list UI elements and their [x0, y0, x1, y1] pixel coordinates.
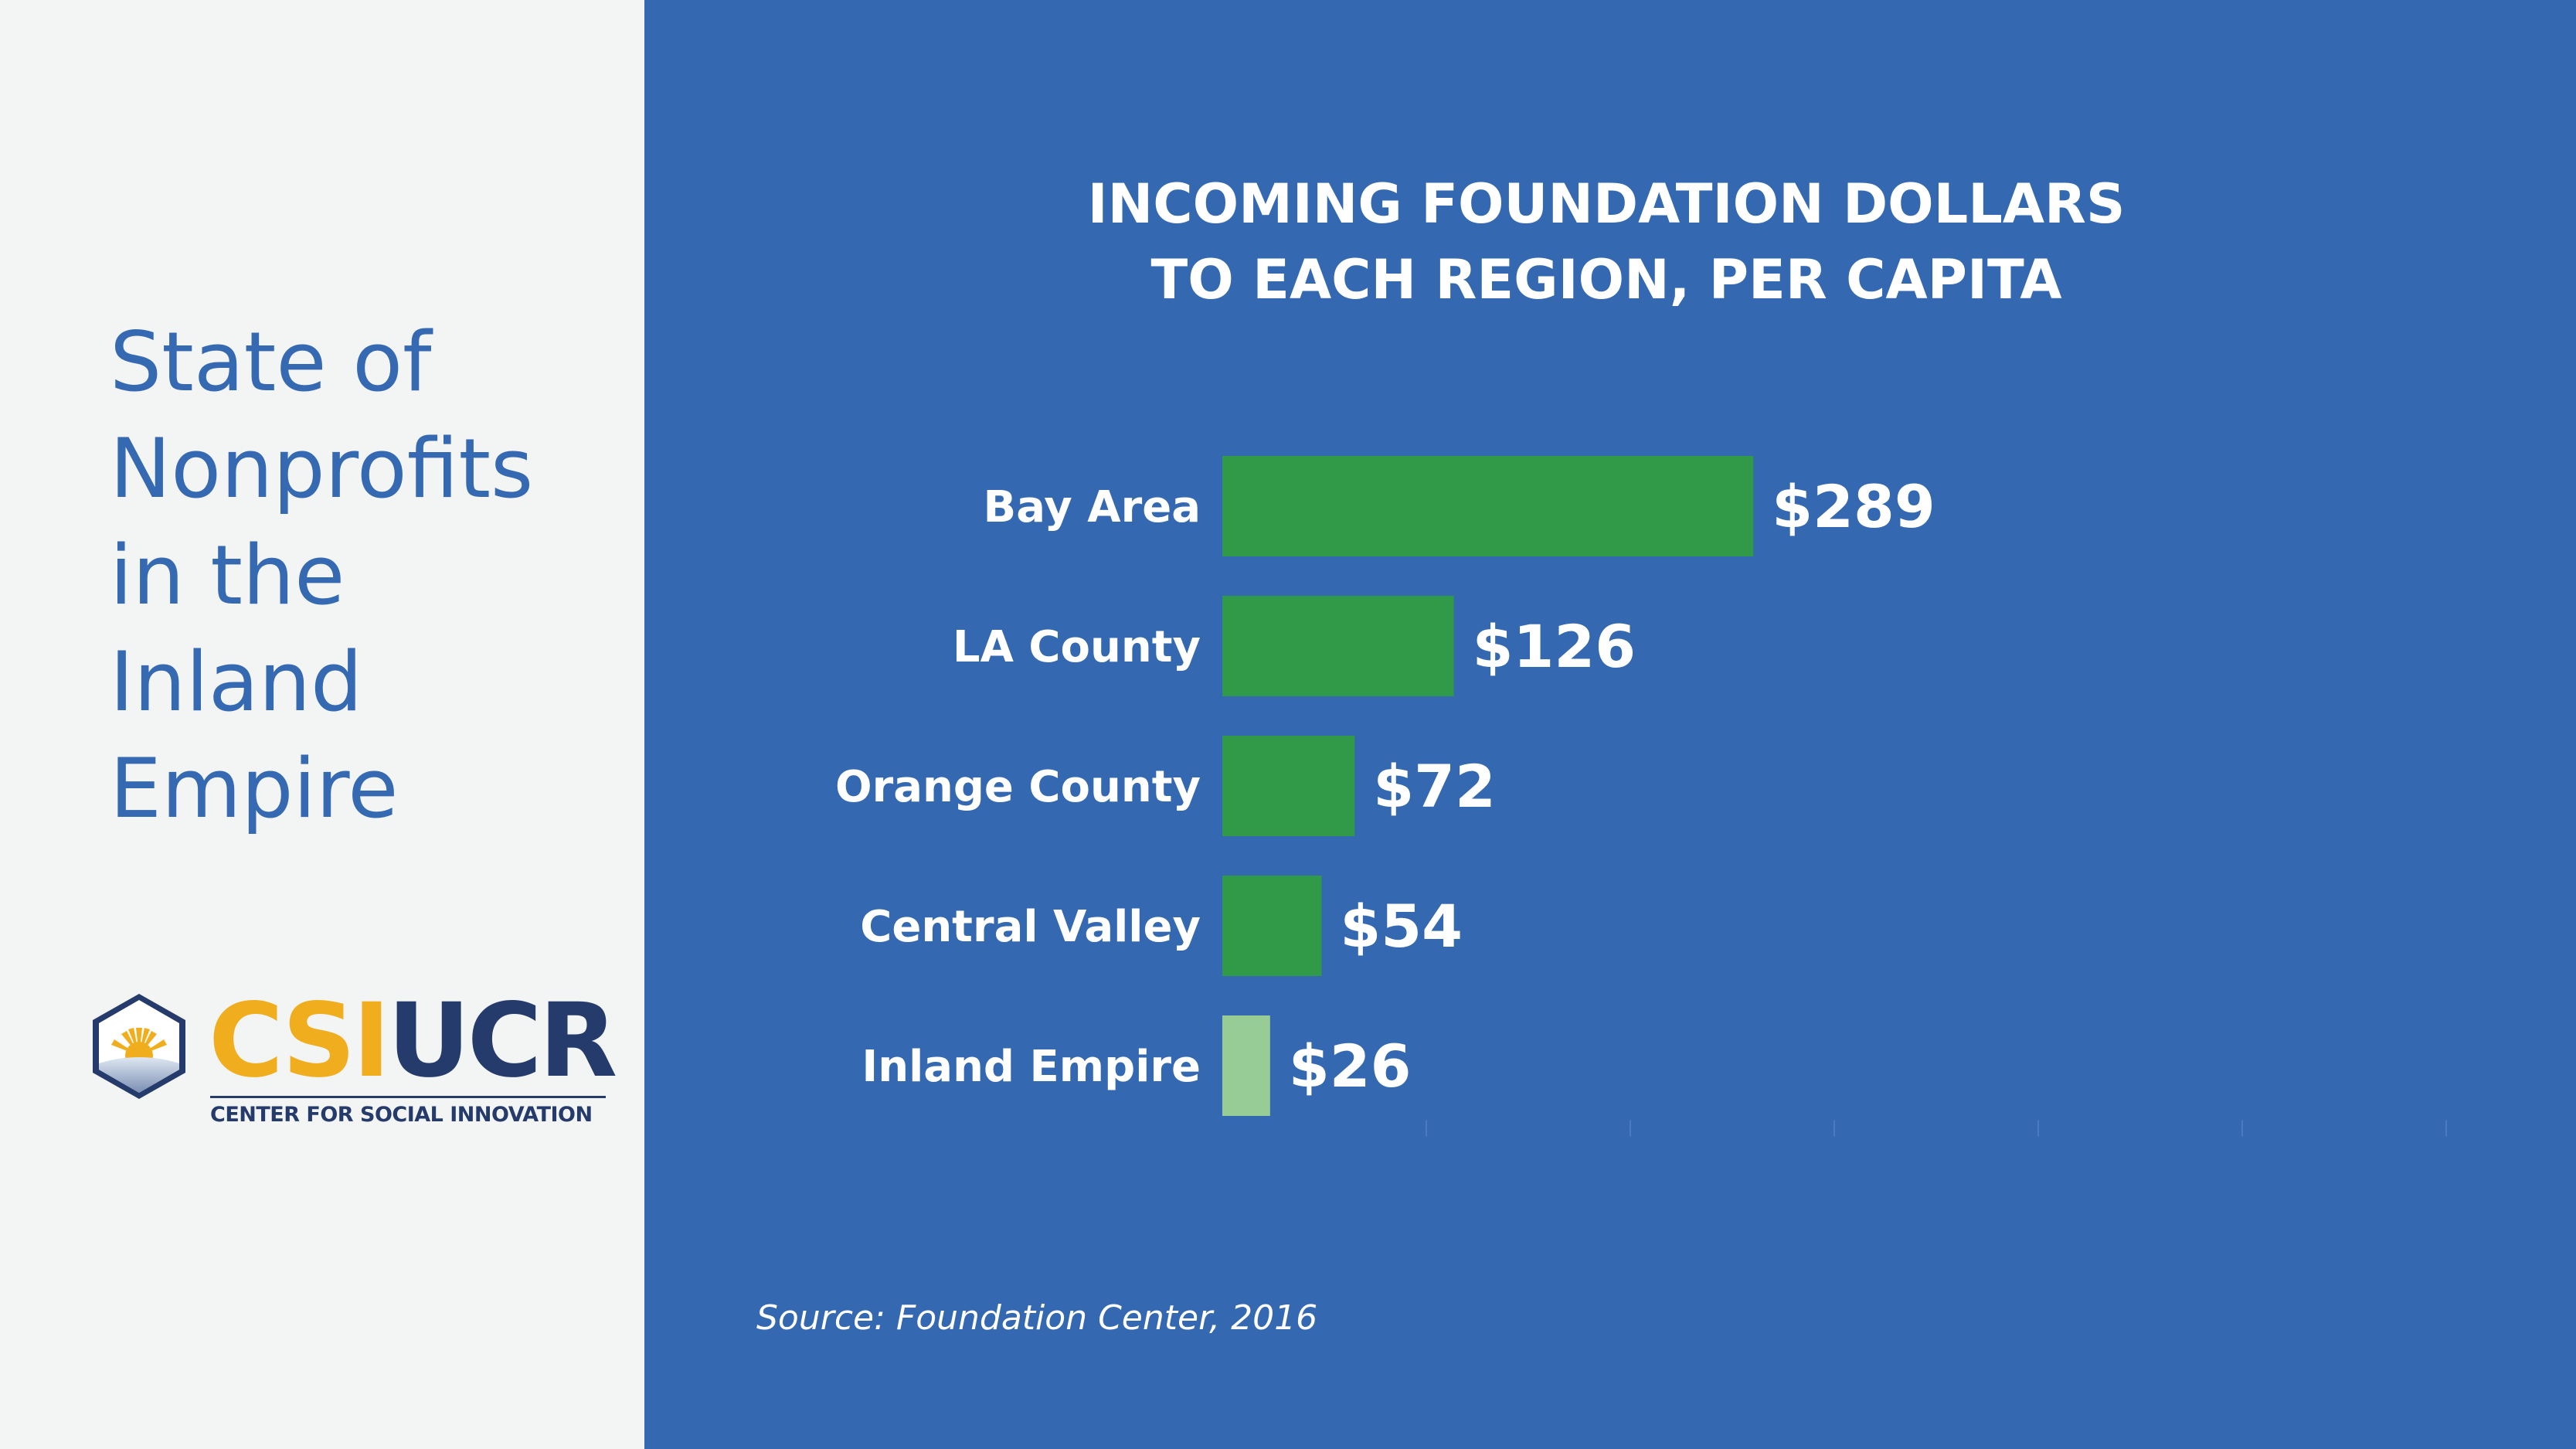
data-label: $54 [1340, 892, 1463, 961]
page-title-line: State of [110, 315, 432, 410]
chart-title: INCOMING FOUNDATION DOLLARS TO EACH REGI… [644, 166, 2568, 318]
page-title-line: Inland [110, 634, 363, 730]
category-label: Bay Area [984, 482, 1201, 532]
data-label: $72 [1373, 752, 1496, 821]
page-title-line: Nonprofits [110, 421, 534, 516]
category-label: Orange County [835, 762, 1201, 812]
category-label: Central Valley [860, 902, 1201, 952]
bar [1222, 456, 1754, 556]
logo-wordmark-ucr: UCR [387, 981, 618, 1100]
source-note: Source: Foundation Center, 2016 [756, 1298, 1318, 1338]
page-title-line: Empire [110, 741, 399, 836]
bar [1222, 1015, 1270, 1116]
data-label: $126 [1473, 612, 1636, 681]
logo-wordmark-csi: CSI [209, 981, 391, 1100]
page-title: State of Nonprofits in the Inland Empire [110, 309, 612, 842]
bar-chart: Bay Area $289 LA County $126 Orange County $7… [835, 456, 2447, 1136]
bar [1222, 736, 1355, 836]
page-title-line: in the [110, 528, 345, 623]
logo-tagline: CENTER FOR SOCIAL INNOVATION [210, 1096, 606, 1128]
bar [1222, 876, 1322, 976]
category-label: LA County [953, 622, 1201, 672]
bar [1222, 596, 1454, 696]
csi-ucr-logo: CSIUCR CENTER FOR SOCIAL INNOVATION [85, 983, 617, 1136]
logo-wordmark: CSIUCR [209, 981, 618, 1100]
left-panel: State of Nonprofits in the Inland Empire [0, 0, 644, 1449]
sun-hexagon-icon [93, 994, 185, 1099]
data-label: $26 [1289, 1032, 1412, 1100]
chart-title-line: INCOMING FOUNDATION DOLLARS [1087, 172, 2126, 236]
chart-panel: INCOMING FOUNDATION DOLLARS TO EACH REGI… [644, 0, 2576, 1449]
data-label: $289 [1772, 472, 1935, 541]
category-label: Inland Empire [861, 1042, 1201, 1092]
chart-title-line: TO EACH REGION, PER CAPITA [1150, 248, 2062, 311]
